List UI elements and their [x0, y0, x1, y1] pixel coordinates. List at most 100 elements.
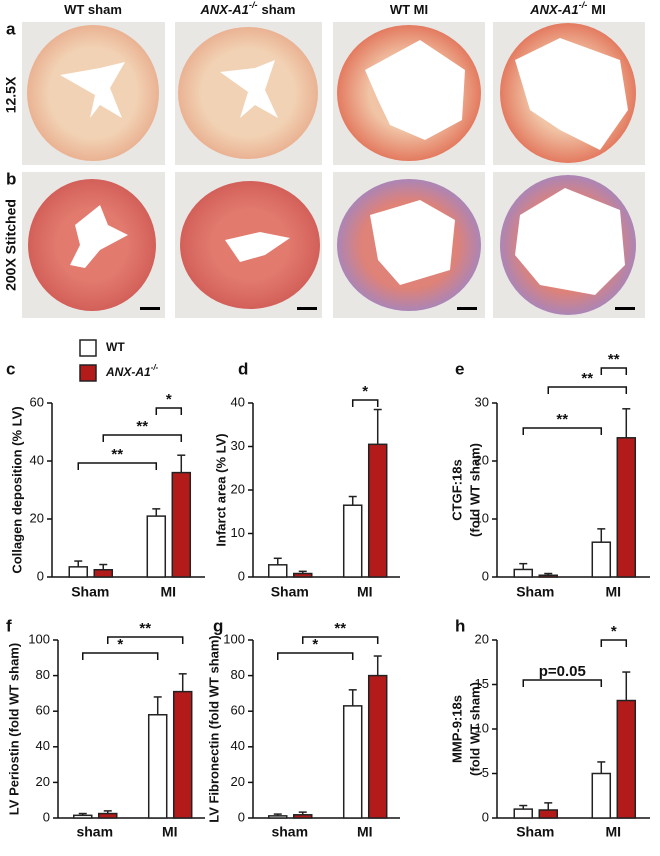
significance-label: *	[312, 636, 318, 653]
y-tick-label: 20	[475, 452, 489, 467]
bar	[293, 572, 313, 578]
x-tick-label: MI	[605, 584, 621, 600]
bar	[68, 566, 88, 578]
significance-label: **	[581, 370, 593, 387]
legend-swatch	[79, 364, 97, 382]
y-tick-label: 0	[238, 809, 245, 824]
panel-label: f	[6, 616, 12, 635]
row-label: 12.5X	[3, 76, 19, 113]
superscript: -/-	[579, 0, 588, 10]
x-tick-label: Sham	[271, 584, 309, 600]
bar	[513, 808, 533, 819]
y-tick-label: 80	[36, 667, 50, 682]
bar	[591, 541, 612, 578]
bar	[73, 814, 93, 819]
label-text: WT sham	[64, 2, 122, 17]
legend-label: ANX-A1-/-	[105, 363, 159, 379]
significance-label: **	[136, 418, 148, 435]
y-axis-label: (fold WT sham)	[467, 682, 482, 776]
bar	[342, 504, 363, 578]
scale-bar	[615, 307, 635, 310]
significance-bracket	[522, 427, 603, 435]
row-label: 200X Stitched	[3, 199, 19, 291]
significance-bracket	[155, 407, 183, 415]
significance-bracket	[277, 652, 354, 660]
significance-bracket	[102, 434, 183, 442]
gene-name: ANX-A1	[529, 2, 578, 17]
significance-label: *	[362, 383, 368, 400]
cavity	[70, 205, 128, 268]
x-tick-label: Sham	[516, 584, 554, 600]
cavity	[515, 38, 628, 150]
x-tick-label: Sham	[71, 584, 109, 600]
x-tick-label: Sham	[516, 824, 554, 840]
y-tick-label: 40	[30, 452, 44, 467]
bar	[171, 471, 192, 578]
y-tick-label: 30	[231, 438, 245, 453]
panel-label: c	[6, 359, 15, 378]
y-tick-label: 15	[475, 676, 489, 691]
bar	[538, 809, 558, 819]
y-tick-label: 20	[231, 481, 245, 496]
label: ANX-A1-/- sham	[200, 0, 296, 17]
y-axis-label: Collagen deposition (% LV)	[9, 406, 24, 573]
significance-label: **	[111, 446, 123, 463]
x-tick-label: MI	[162, 824, 178, 840]
significance-bracket	[82, 652, 159, 660]
significance-bracket	[600, 639, 628, 647]
label-text: sham	[262, 2, 296, 17]
y-tick-label: 5	[482, 765, 489, 780]
y-tick-label: 20	[36, 774, 50, 789]
scale-bar	[457, 307, 477, 310]
significance-label: **	[608, 351, 620, 368]
y-tick-label: 80	[231, 667, 245, 682]
significance-label: p=0.05	[539, 663, 586, 680]
bar	[293, 814, 313, 819]
y-axis-label: LV Periostin (fold WT sham)	[6, 643, 21, 815]
superscript: -/-	[151, 363, 159, 372]
x-tick-label: MI	[605, 824, 621, 840]
cavity	[220, 60, 278, 118]
y-tick-label: 20	[30, 510, 44, 525]
bar	[367, 674, 388, 819]
significance-label: **	[334, 620, 346, 637]
x-tick-label: MI	[160, 584, 176, 600]
bar	[616, 699, 637, 819]
gene-name: ANX-A1	[200, 2, 249, 17]
label-text: MI	[591, 2, 605, 17]
legend-name: ANX-A1	[105, 365, 151, 379]
panel-label: e	[455, 359, 464, 378]
cavity	[365, 40, 465, 140]
legend-name: WT	[106, 340, 125, 354]
bar	[513, 568, 533, 578]
significance-label: *	[166, 391, 172, 408]
y-tick-label: 20	[231, 774, 245, 789]
significance-label: *	[117, 636, 123, 653]
y-tick-label: 0	[238, 568, 245, 583]
panel-label: g	[213, 616, 223, 635]
significance-bracket	[107, 636, 184, 644]
bar	[367, 443, 388, 578]
y-tick-label: 100	[28, 631, 50, 646]
y-tick-label: 40	[36, 738, 50, 753]
panel-label: d	[238, 359, 248, 378]
significance-label: *	[611, 623, 617, 640]
y-tick-label: 10	[475, 510, 489, 525]
bar	[146, 515, 167, 578]
significance-bracket	[600, 367, 628, 375]
significance-label: **	[139, 620, 151, 637]
label: WT MI	[390, 2, 428, 17]
y-tick-label: 0	[43, 809, 50, 824]
cavity	[225, 232, 290, 262]
scale-bar	[297, 307, 317, 310]
x-tick-label: sham	[76, 824, 113, 840]
bar	[98, 812, 118, 819]
y-tick-label: 40	[231, 394, 245, 409]
panel-label: b	[6, 169, 16, 188]
bar	[268, 564, 288, 578]
histology	[22, 22, 645, 318]
x-tick-label: MI	[357, 824, 373, 840]
bar	[172, 690, 193, 819]
y-tick-label: 30	[475, 394, 489, 409]
